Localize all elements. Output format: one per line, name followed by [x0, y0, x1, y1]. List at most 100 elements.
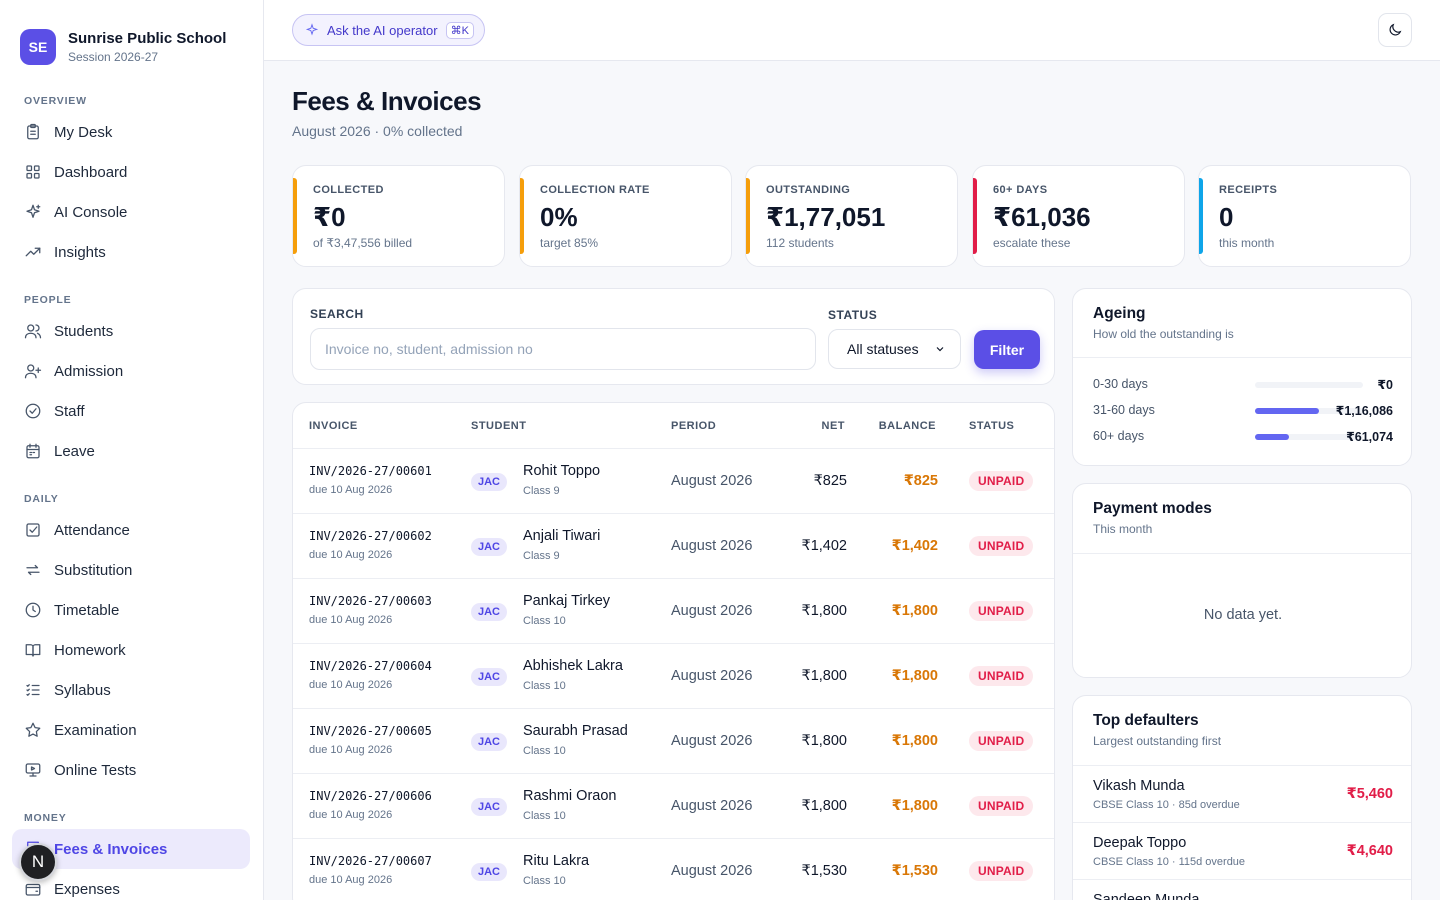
column-header-invoice[interactable]: INVOICE: [309, 420, 358, 432]
ageing-bar-track: [1255, 408, 1363, 414]
invoice-number[interactable]: INV/2026-27/00605: [309, 724, 432, 738]
defaulter-meta: CBSE Class 10 · 85d overdue: [1093, 799, 1240, 811]
invoice-net: ₹825: [813, 473, 847, 489]
user-avatar[interactable]: N: [19, 843, 57, 881]
status-badge: UNPAID: [969, 731, 1034, 751]
filter-card: SEARCH STATUS All statuses Filter: [292, 288, 1055, 385]
school-logo: SE: [20, 29, 56, 65]
kpi-value: ₹61,036: [993, 202, 1091, 232]
student-name[interactable]: Rashmi Oraon: [523, 788, 617, 804]
kpi-accent: [1199, 178, 1203, 254]
kpi-sub: 112 students: [766, 236, 834, 250]
invoice-period: August 2026: [671, 798, 753, 814]
sidebar-item-label: Syllabus: [54, 681, 111, 699]
student-class: Class 10: [523, 875, 566, 887]
sidebar-item-timetable[interactable]: Timetable: [0, 590, 264, 630]
column-header-balance[interactable]: BALANCE: [878, 420, 936, 432]
filter-button[interactable]: Filter: [974, 330, 1040, 369]
defaulter-row[interactable]: Vikash Munda CBSE Class 10 · 85d overdue ₹…: [1073, 765, 1411, 823]
status-select[interactable]: All statuses: [828, 329, 961, 369]
moon-icon: [1389, 23, 1402, 36]
defaulter-row[interactable]: Deepak Toppo CBSE Class 10 · 115d overdue…: [1073, 822, 1411, 880]
sidebar-item-insights[interactable]: Insights: [0, 232, 264, 272]
kpi-label: RECEIPTS: [1219, 184, 1278, 196]
sidebar-item-examination[interactable]: Examination: [0, 710, 264, 750]
top-defaulters-subtitle: Largest outstanding first: [1093, 734, 1222, 748]
student-name[interactable]: Saurabh Prasad: [523, 723, 628, 739]
column-header-status[interactable]: STATUS: [969, 420, 1015, 432]
kpi-label: 60+ DAYS: [993, 184, 1048, 196]
invoice-number[interactable]: INV/2026-27/00604: [309, 659, 432, 673]
student-name[interactable]: Anjali Tiwari: [523, 528, 601, 544]
table-row[interactable]: INV/2026-27/00607 due 10 Aug 2026 JAC Ritu …: [293, 838, 1054, 900]
student-name[interactable]: Abhishek Lakra: [523, 658, 623, 674]
invoice-number[interactable]: INV/2026-27/00601: [309, 464, 432, 478]
top-defaulters-panel: Top defaulters Largest outstanding first…: [1072, 695, 1412, 900]
invoice-number[interactable]: INV/2026-27/00607: [309, 854, 432, 868]
defaulter-name: Deepak Toppo: [1093, 835, 1187, 851]
column-header-net[interactable]: NET: [821, 420, 845, 432]
kpi-value: 0%: [540, 202, 578, 232]
student-name[interactable]: Rohit Toppo: [523, 463, 601, 479]
column-header-student[interactable]: STUDENT: [471, 420, 527, 432]
page-title: Fees & Invoices: [292, 86, 482, 116]
invoice-number[interactable]: INV/2026-27/00606: [309, 789, 432, 803]
grid-icon: [26, 165, 40, 179]
sidebar-item-my-desk[interactable]: My Desk: [0, 112, 264, 152]
sidebar-item-expenses[interactable]: Expenses: [0, 869, 264, 900]
invoice-period: August 2026: [671, 603, 753, 619]
sidebar-item-leave[interactable]: Leave: [0, 431, 264, 471]
sidebar-item-ai-console[interactable]: AI Console: [0, 192, 264, 232]
ask-ai-operator-button[interactable]: Ask the AI operator ⌘K: [292, 14, 485, 46]
users-icon: [24, 324, 42, 339]
nav-section-overview: OVERVIEW: [24, 95, 87, 107]
invoice-period: August 2026: [671, 863, 753, 879]
kpi-accent: [520, 178, 524, 254]
student-class: Class 9: [523, 485, 560, 497]
sidebar-item-label: Homework: [54, 641, 126, 659]
sidebar-item-attendance[interactable]: Attendance: [0, 510, 264, 550]
theme-toggle-button[interactable]: [1378, 13, 1412, 47]
table-row[interactable]: INV/2026-27/00606 due 10 Aug 2026 JAC Rashm…: [293, 773, 1054, 838]
defaulter-row[interactable]: Sandeep Munda: [1073, 879, 1411, 900]
status-label: STATUS: [828, 308, 878, 322]
table-row[interactable]: INV/2026-27/00603 due 10 Aug 2026 JAC Panka…: [293, 578, 1054, 643]
invoice-due-date: due 10 Aug 2026: [309, 744, 393, 756]
search-label: SEARCH: [310, 307, 364, 321]
invoice-balance: ₹1,800: [891, 603, 938, 619]
ageing-row: 0-30 days ₹0: [1093, 375, 1393, 395]
ageing-row: 60+ days ₹61,074: [1093, 427, 1393, 447]
sidebar-item-substitution[interactable]: Substitution: [0, 550, 264, 590]
search-input[interactable]: [310, 328, 816, 370]
sidebar-item-label: Staff: [54, 402, 85, 420]
student-class: Class 10: [523, 615, 566, 627]
table-row[interactable]: INV/2026-27/00601 due 10 Aug 2026 JAC Rohit…: [293, 448, 1054, 513]
table-row[interactable]: INV/2026-27/00605 due 10 Aug 2026 JAC Saura…: [293, 708, 1054, 773]
invoice-number[interactable]: INV/2026-27/00603: [309, 594, 432, 608]
sidebar-item-dashboard[interactable]: Dashboard: [0, 152, 264, 192]
sidebar-item-label: Leave: [54, 442, 95, 460]
invoice-due-date: due 10 Aug 2026: [309, 484, 393, 496]
student-name[interactable]: Pankaj Tirkey: [523, 593, 611, 609]
sidebar-item-online-tests[interactable]: Online Tests: [0, 750, 264, 790]
calendar-icon: [26, 443, 40, 459]
sidebar-item-syllabus[interactable]: Syllabus: [0, 670, 264, 710]
kpi-value: ₹1,77,051: [766, 202, 886, 232]
sidebar-item-students[interactable]: Students: [0, 311, 264, 351]
invoice-number[interactable]: INV/2026-27/00602: [309, 529, 432, 543]
sidebar-item-label: Students: [54, 322, 114, 340]
trend-icon: [25, 247, 41, 257]
board-badge: JAC: [471, 798, 508, 816]
sidebar-item-homework[interactable]: Homework: [0, 630, 264, 670]
invoice-table: INVOICE STUDENT PERIOD NET BALANCE STATU…: [292, 402, 1055, 900]
table-row[interactable]: INV/2026-27/00604 due 10 Aug 2026 JAC Abhis…: [293, 643, 1054, 708]
sidebar-item-staff[interactable]: Staff: [0, 391, 264, 431]
defaulter-amount: ₹5,460: [1346, 786, 1393, 802]
student-name[interactable]: Ritu Lakra: [523, 853, 590, 869]
sidebar-item-admission[interactable]: Admission: [0, 351, 264, 391]
invoice-period: August 2026: [671, 473, 753, 489]
column-header-period[interactable]: PERIOD: [671, 420, 717, 432]
ask-ai-label: Ask the AI operator: [327, 22, 438, 38]
kpi-value: 0: [1219, 202, 1234, 232]
table-row[interactable]: INV/2026-27/00602 due 10 Aug 2026 JAC Anjal…: [293, 513, 1054, 578]
